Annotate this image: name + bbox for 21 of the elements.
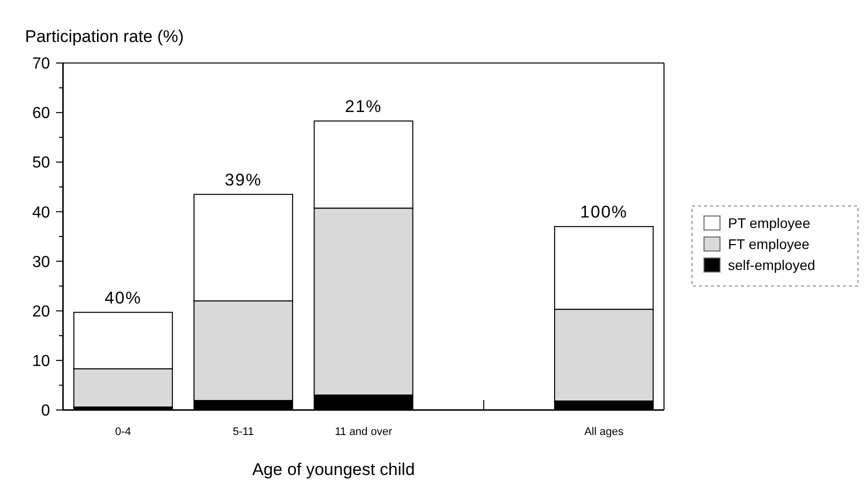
x-axis-title: Age of youngest child	[252, 460, 415, 479]
y-tick-label: 60	[32, 105, 50, 122]
y-tick-label: 40	[32, 204, 50, 222]
annotation: 40%	[104, 288, 142, 308]
y-tick-label: 20	[32, 303, 50, 320]
y-tick-label: 30	[32, 254, 50, 271]
y-axis-title: Participation rate (%)	[25, 27, 184, 46]
y-tick-label: 10	[32, 353, 50, 370]
x-tick-label: 0-4	[115, 426, 132, 438]
y-tick-label: 50	[32, 154, 50, 172]
legend-label: self-employed	[728, 256, 816, 273]
y-tick-label: 70	[32, 56, 50, 73]
y-tick-label: 0	[41, 402, 50, 420]
annotation: 39%	[224, 170, 262, 190]
x-tick-label: 5-11	[232, 426, 254, 438]
text: PT employee	[728, 214, 810, 231]
legend-label: FT employee	[728, 236, 810, 252]
annotation: 100%	[580, 202, 628, 222]
annotation: 21%	[344, 97, 382, 116]
x-tick-label: 11 and over	[334, 426, 392, 438]
x-tick-label: All ages	[584, 426, 624, 438]
